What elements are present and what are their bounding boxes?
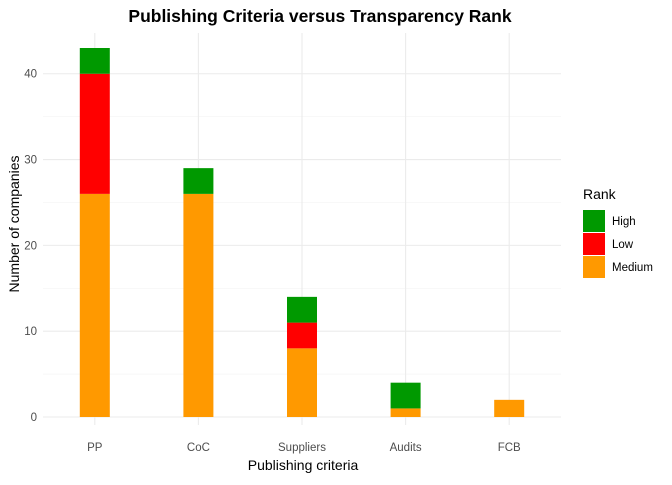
- chart-title: Publishing Criteria versus Transparency …: [128, 6, 511, 26]
- bar-segment-suppliers-medium: [287, 348, 317, 417]
- x-axis-ticks: PP CoC Suppliers Audits FCB: [87, 442, 521, 454]
- legend-items: High Low Medium: [583, 210, 653, 278]
- y-tick-label: 10: [24, 326, 37, 338]
- bar-segment-suppliers-high: [287, 296, 317, 323]
- legend-key-medium: [583, 256, 605, 278]
- x-tick-label: FCB: [498, 442, 521, 454]
- y-tick-label: 0: [31, 412, 37, 424]
- bar-segment-audits-high: [390, 382, 421, 409]
- bar-segment-pp-medium: [79, 193, 110, 417]
- bar-segment-coc-medium: [183, 193, 214, 417]
- legend: Rank High Low Medium: [583, 186, 653, 278]
- legend-title: Rank: [583, 186, 617, 202]
- legend-label-medium: Medium: [612, 262, 653, 274]
- x-tick-label: PP: [87, 442, 103, 454]
- y-tick-label: 30: [24, 155, 37, 167]
- y-tick-label: 40: [24, 69, 37, 81]
- bar-segment-pp-high: [79, 48, 110, 74]
- y-axis-ticks: 0 10 20 30 40: [24, 69, 37, 424]
- x-tick-label: Suppliers: [278, 442, 326, 454]
- legend-label-low: Low: [612, 239, 634, 251]
- bar-segment-pp-low: [79, 73, 110, 194]
- legend-label-high: High: [612, 216, 636, 228]
- x-axis-title: Publishing criteria: [248, 457, 359, 473]
- bar-segment-fcb-medium: [494, 399, 525, 417]
- x-tick-label: Audits: [390, 442, 422, 454]
- x-tick-label: CoC: [187, 442, 210, 454]
- bars: [79, 48, 525, 417]
- y-axis-title: Number of companies: [6, 156, 22, 293]
- bar-segment-coc-high: [183, 168, 214, 194]
- legend-key-high: [583, 210, 605, 232]
- bar-segment-suppliers-low: [287, 322, 317, 349]
- y-tick-label: 20: [24, 240, 37, 252]
- bar-segment-audits-medium: [390, 408, 421, 417]
- legend-key-low: [583, 233, 605, 255]
